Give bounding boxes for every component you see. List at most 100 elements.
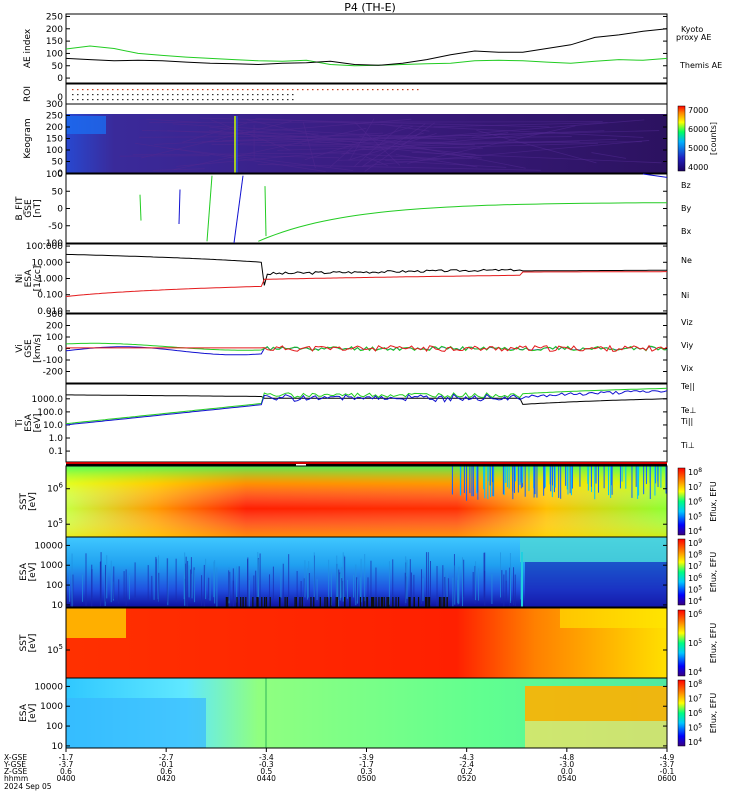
roi-dot — [332, 89, 334, 91]
roi-dot — [172, 94, 174, 96]
roi-dot — [102, 89, 104, 91]
keogram-colorbar-label: [counts] — [709, 122, 718, 155]
roi-dot — [182, 89, 184, 91]
roi-dot — [232, 89, 234, 91]
roi-dot — [247, 89, 249, 91]
y-tick-label: 1000 — [40, 702, 63, 712]
roi-dot — [172, 89, 174, 91]
x-tick-label: -3.9 — [359, 753, 374, 762]
x-tick-label: 0.0 — [561, 767, 573, 776]
keogram-texture — [364, 122, 435, 172]
roi-dot — [352, 89, 354, 91]
roi-dot — [107, 89, 109, 91]
legend-entry: Te⊥ — [680, 406, 696, 415]
roi-dot — [347, 89, 349, 91]
roi-dot — [252, 89, 254, 91]
roi-dot — [417, 89, 419, 91]
y-tick-label: 150 — [46, 37, 63, 47]
colorbar-tick-label: 105 — [688, 723, 702, 733]
bfit-ylabel: B_FIT — [15, 196, 25, 221]
y-tick-label: 1.0 — [49, 434, 64, 444]
legend-entry: Ti|| — [680, 417, 693, 426]
y-tick-label: 200 — [46, 123, 63, 133]
ae-series-line — [65, 28, 668, 66]
roi-dot — [392, 89, 394, 91]
roi-dot — [72, 89, 74, 91]
ti-ylabel: Ti — [15, 419, 25, 428]
y-tick-label: 100.000 — [26, 242, 63, 252]
x-tick-label: -3.7 — [660, 760, 675, 769]
roi-dot — [102, 94, 104, 96]
mode-strip — [66, 464, 296, 466]
roi-dot — [187, 94, 189, 96]
roi-dot — [107, 94, 109, 96]
roi-dot — [237, 99, 239, 101]
y-tick-label: 50 — [52, 62, 64, 72]
roi-dot — [322, 89, 324, 91]
roi-dot — [112, 99, 114, 101]
roi-dot — [317, 89, 319, 91]
colorbar-tick-label: 109 — [688, 538, 702, 548]
sst_e-ylabel: [eV] — [28, 492, 38, 511]
keogram-texture — [209, 126, 476, 155]
colorbar-tick-label: 106 — [688, 497, 702, 507]
y-tick-label: 10 — [52, 742, 64, 752]
keogram-texture — [302, 122, 316, 169]
roi-dot — [242, 94, 244, 96]
sst-i-patch — [560, 608, 667, 628]
roi-dot — [262, 94, 264, 96]
roi-dot — [122, 99, 124, 101]
roi-dot — [212, 89, 214, 91]
roi-dot — [222, 94, 224, 96]
x-tick-label: -4.3 — [459, 753, 474, 762]
roi-dot — [202, 89, 204, 91]
sst_e-ylabel: SST — [19, 493, 29, 510]
roi-dot — [167, 89, 169, 91]
roi-dot — [312, 89, 314, 91]
keogram-texture — [153, 168, 205, 171]
roi-dot — [282, 99, 284, 101]
keogram-texture — [277, 138, 618, 151]
roi-dot — [217, 94, 219, 96]
roi-dot — [287, 94, 289, 96]
ti-par-line — [65, 387, 668, 425]
ni-ylabel: Ni — [15, 274, 25, 283]
roi-dot — [192, 89, 194, 91]
by-line — [258, 202, 667, 242]
roi-dot — [292, 94, 294, 96]
roi-dot — [92, 94, 94, 96]
roi-dot — [127, 99, 129, 101]
roi-dot — [232, 94, 234, 96]
ae-series-line — [65, 45, 668, 67]
keogram-texture — [433, 122, 608, 128]
roi-dot — [197, 94, 199, 96]
colorbar-tick-label: 104 — [688, 596, 702, 606]
roi-dot — [192, 99, 194, 101]
keogram-texture — [257, 163, 541, 171]
x-tick-label: -2.7 — [159, 753, 174, 762]
keogram-texture — [218, 118, 412, 136]
roi-dot — [207, 99, 209, 101]
roi-dot — [252, 94, 254, 96]
keogram-texture — [182, 122, 248, 143]
x-tick-label: -2.4 — [459, 760, 474, 769]
roi-dot — [202, 94, 204, 96]
colorbar-tick-label: 105 — [688, 584, 702, 594]
colorbar-tick-label: 106 — [688, 609, 702, 619]
roi-dot — [157, 94, 159, 96]
bfit-frame — [65, 173, 668, 244]
roi-dot — [187, 99, 189, 101]
roi-dot — [402, 89, 404, 91]
y-tick-label: 50 — [52, 187, 64, 197]
keogram-texture — [381, 123, 430, 132]
colorbar-tick-label: 7000 — [688, 106, 708, 115]
roi-dot — [247, 99, 249, 101]
keogram-texture — [404, 119, 645, 140]
esa_e-colorbar — [677, 538, 686, 606]
roi-dot — [102, 99, 104, 101]
roi-dot — [227, 94, 229, 96]
roi-dot — [117, 99, 119, 101]
by-segment — [139, 194, 142, 221]
legend-entry: Vix — [681, 364, 694, 373]
